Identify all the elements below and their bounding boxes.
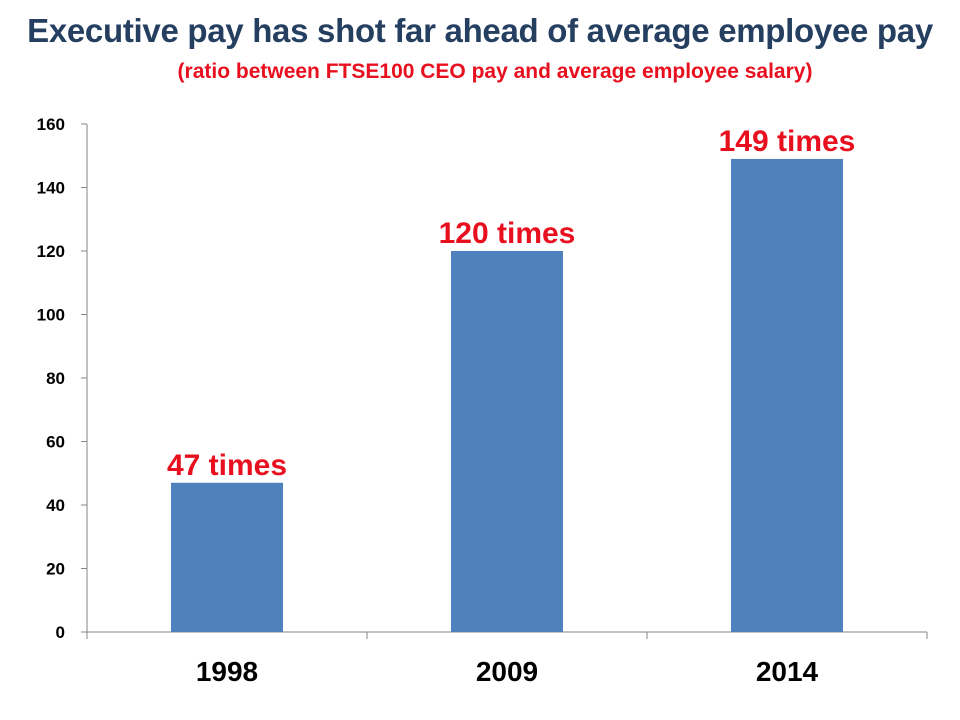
y-tick-label: 80 bbox=[46, 369, 65, 388]
bar bbox=[731, 158, 843, 633]
x-category-label: 1998 bbox=[196, 656, 258, 687]
y-tick-label: 60 bbox=[46, 433, 65, 452]
bar bbox=[171, 482, 283, 632]
x-category-label: 2014 bbox=[756, 656, 819, 687]
y-tick-label: 0 bbox=[56, 623, 65, 642]
data-label: 47 times bbox=[167, 449, 287, 482]
y-tick-label: 100 bbox=[37, 306, 65, 325]
y-tick-label: 20 bbox=[46, 560, 65, 579]
y-tick-label: 120 bbox=[37, 242, 65, 261]
y-tick-label: 160 bbox=[37, 115, 65, 134]
chart-title: Executive pay has shot far ahead of aver… bbox=[27, 12, 933, 49]
data-label: 149 times bbox=[719, 125, 856, 158]
bar bbox=[451, 251, 563, 632]
y-tick-label: 140 bbox=[37, 179, 65, 198]
chart-subtitle: (ratio between FTSE100 CEO pay and avera… bbox=[177, 60, 813, 83]
x-category-label: 2009 bbox=[476, 656, 538, 687]
data-label: 120 times bbox=[439, 217, 576, 250]
y-tick-label: 40 bbox=[46, 496, 65, 515]
